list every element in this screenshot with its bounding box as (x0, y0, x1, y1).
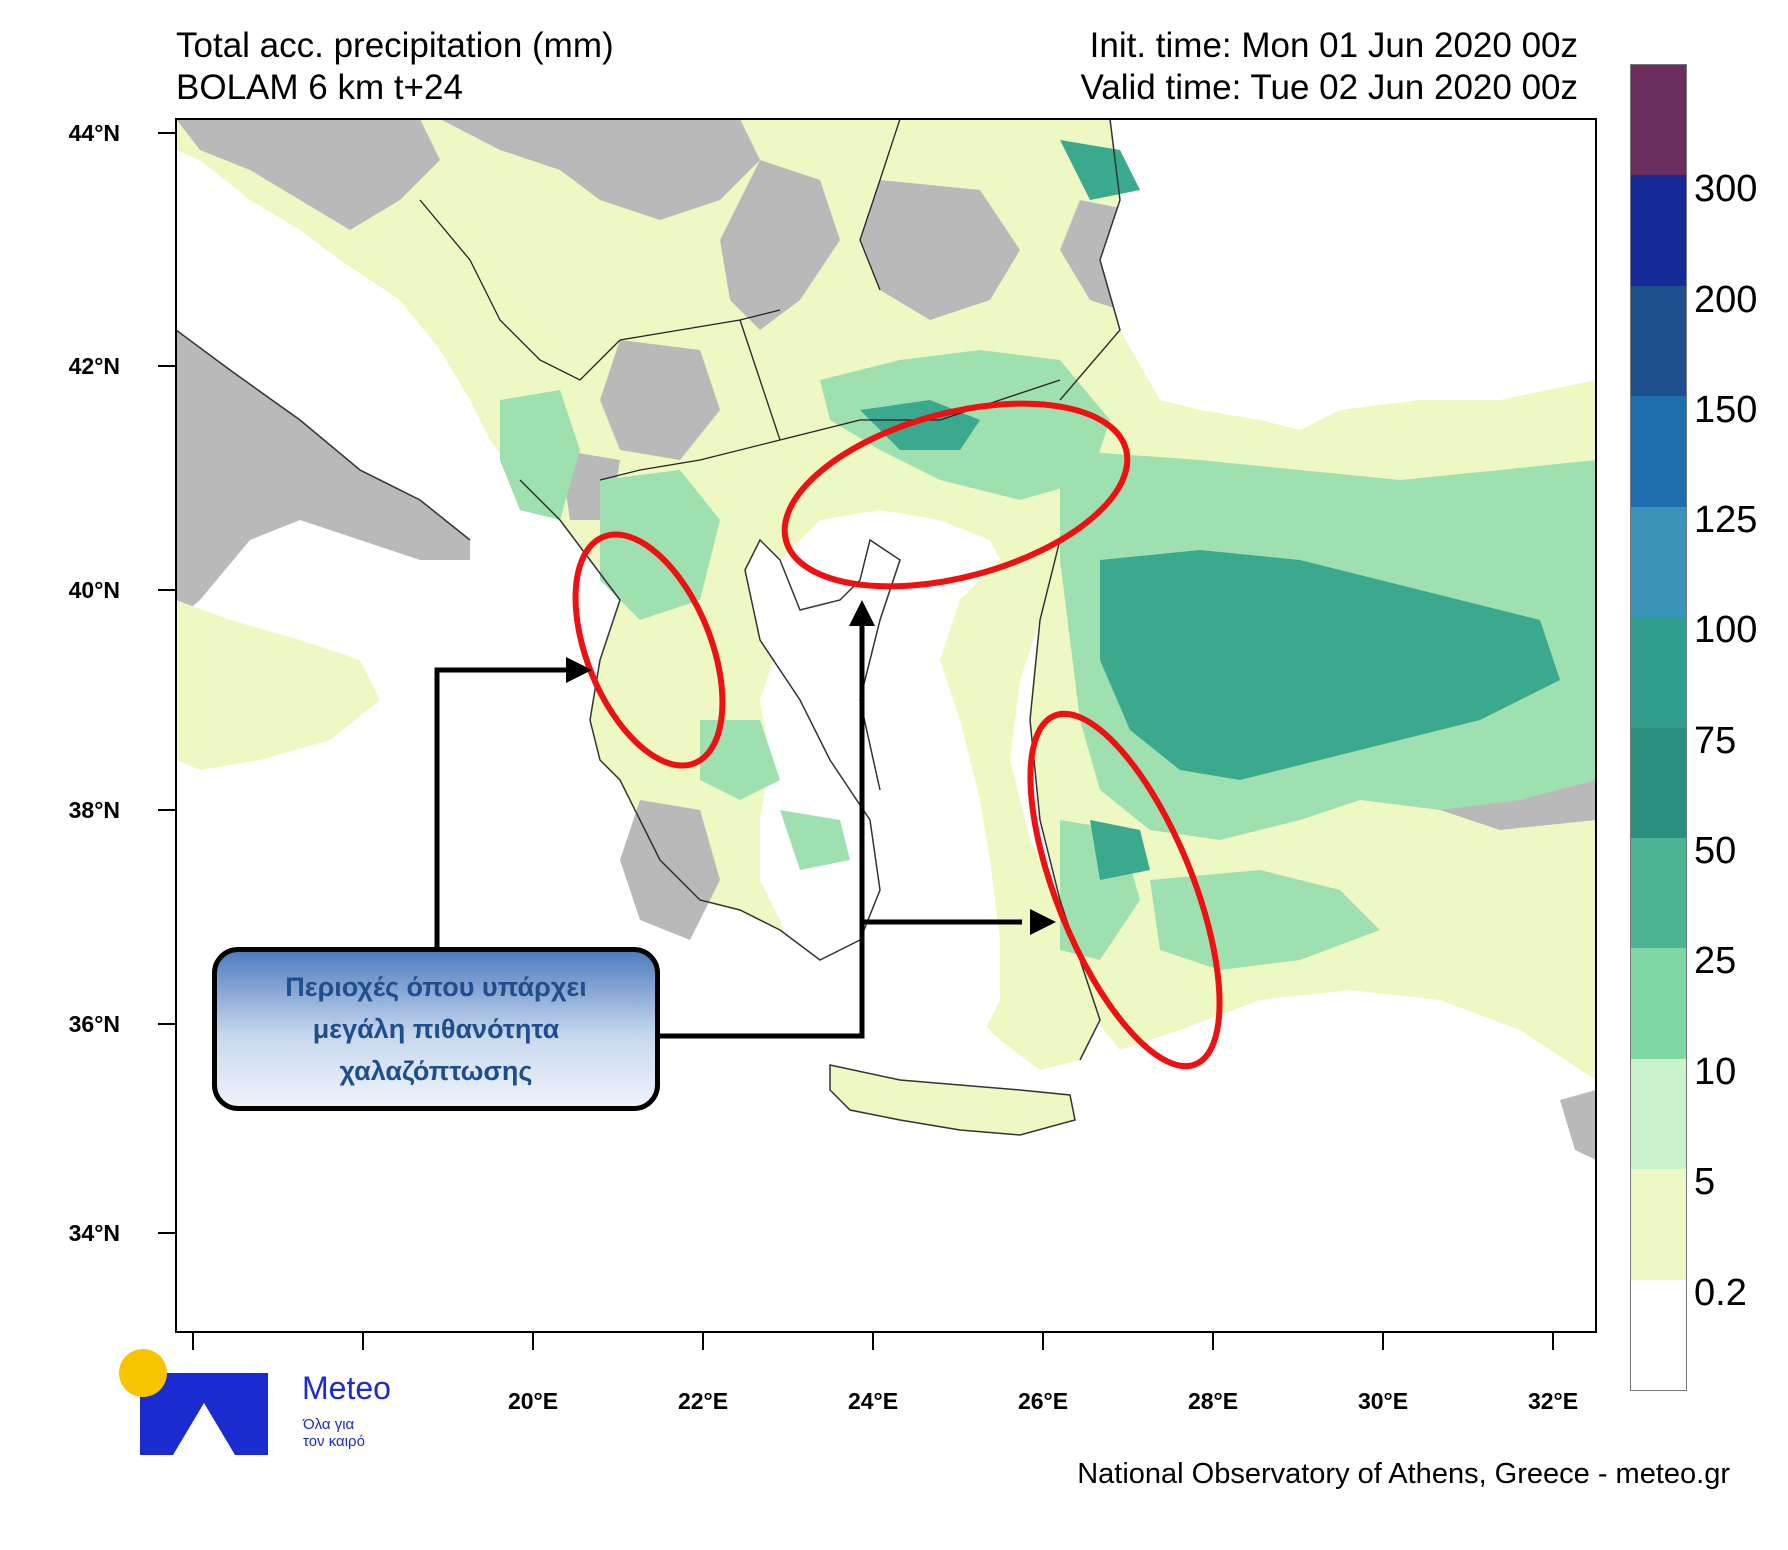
map-title: Total acc. precipitation (mm) (176, 26, 614, 65)
callout-line: χαλαζόπτωσης (339, 1056, 533, 1086)
callout-line: Περιοχές όπου υπάρχει (285, 972, 587, 1002)
hail-zone-west (572, 531, 726, 769)
colorbar-segment (1631, 506, 1686, 618)
lat-label: 34°N (68, 1220, 120, 1246)
lat-label: 36°N (68, 1011, 120, 1037)
colorbar-segment (1631, 65, 1686, 176)
lon-label: 32°E (1527, 1388, 1579, 1414)
colorbar-segment (1631, 396, 1686, 507)
colorbar-label: 5 (1694, 1161, 1716, 1203)
colorbar-segment (1631, 837, 1686, 949)
colorbar-segment (1631, 1279, 1686, 1391)
colorbar-segment (1631, 727, 1686, 838)
colorbar-segment (1631, 1169, 1686, 1280)
logo-tagline: τον καιρό (303, 1433, 365, 1450)
meteo-logo-mark (119, 1349, 268, 1455)
init-time: Init. time: Mon 01 Jun 2020 00z (1089, 26, 1578, 65)
lon-label: 28°E (1187, 1388, 1239, 1414)
colorbar-segment (1631, 948, 1686, 1059)
model-label: BOLAM 6 km t+24 (176, 68, 463, 107)
colorbar-label: 50 (1694, 830, 1737, 872)
colorbar-label: 150 (1694, 389, 1758, 431)
lat-label: 42°N (68, 353, 120, 379)
arrow-west (434, 667, 568, 950)
credit-line: National Observatory of Athens, Greece -… (1077, 1458, 1730, 1490)
lat-label: 38°N (68, 797, 120, 823)
colorbar-label: 100 (1694, 609, 1758, 651)
colorbar-segment (1631, 617, 1686, 728)
colorbar-label: 200 (1694, 279, 1758, 321)
lon-label: 26°E (1017, 1388, 1069, 1414)
hail-callout: Περιοχές όπου υπάρχει μεγάλη πιθανότητα … (212, 947, 660, 1111)
colorbar-segment (1631, 1058, 1686, 1170)
lon-label: 30°E (1357, 1388, 1409, 1414)
lon-label: 20°E (507, 1388, 559, 1414)
lon-label: 22°E (677, 1388, 729, 1414)
callout-line: μεγάλη πιθανότητα (312, 1014, 560, 1044)
hail-zone-east (1027, 710, 1223, 1070)
logo-word: Meteo (302, 1370, 391, 1406)
colorbar-label: 0.2 (1694, 1272, 1747, 1314)
arrow-main (660, 608, 865, 1039)
black-sea (1100, 119, 1596, 430)
lat-label: 40°N (68, 577, 120, 603)
logo-tagline: Όλα για (303, 1416, 355, 1433)
colorbar-label: 10 (1694, 1051, 1737, 1093)
colorbar-segment (1631, 175, 1686, 286)
colorbar-label: 300 (1694, 168, 1758, 210)
colorbar-segment (1631, 285, 1686, 397)
valid-time: Valid time: Tue 02 Jun 2020 00z (1080, 68, 1578, 107)
lon-label: 24°E (847, 1388, 899, 1414)
meteo-logo: Meteo Όλα για τον καιρό (115, 1345, 415, 1465)
colorbar-label: 75 (1694, 720, 1737, 762)
italy-land (176, 330, 470, 620)
lat-label: 44°N (68, 120, 120, 146)
colorbar-label: 125 (1694, 499, 1758, 541)
colorbar (1630, 64, 1687, 1391)
hail-zone-north (781, 400, 1131, 590)
colorbar-label: 25 (1694, 940, 1737, 982)
